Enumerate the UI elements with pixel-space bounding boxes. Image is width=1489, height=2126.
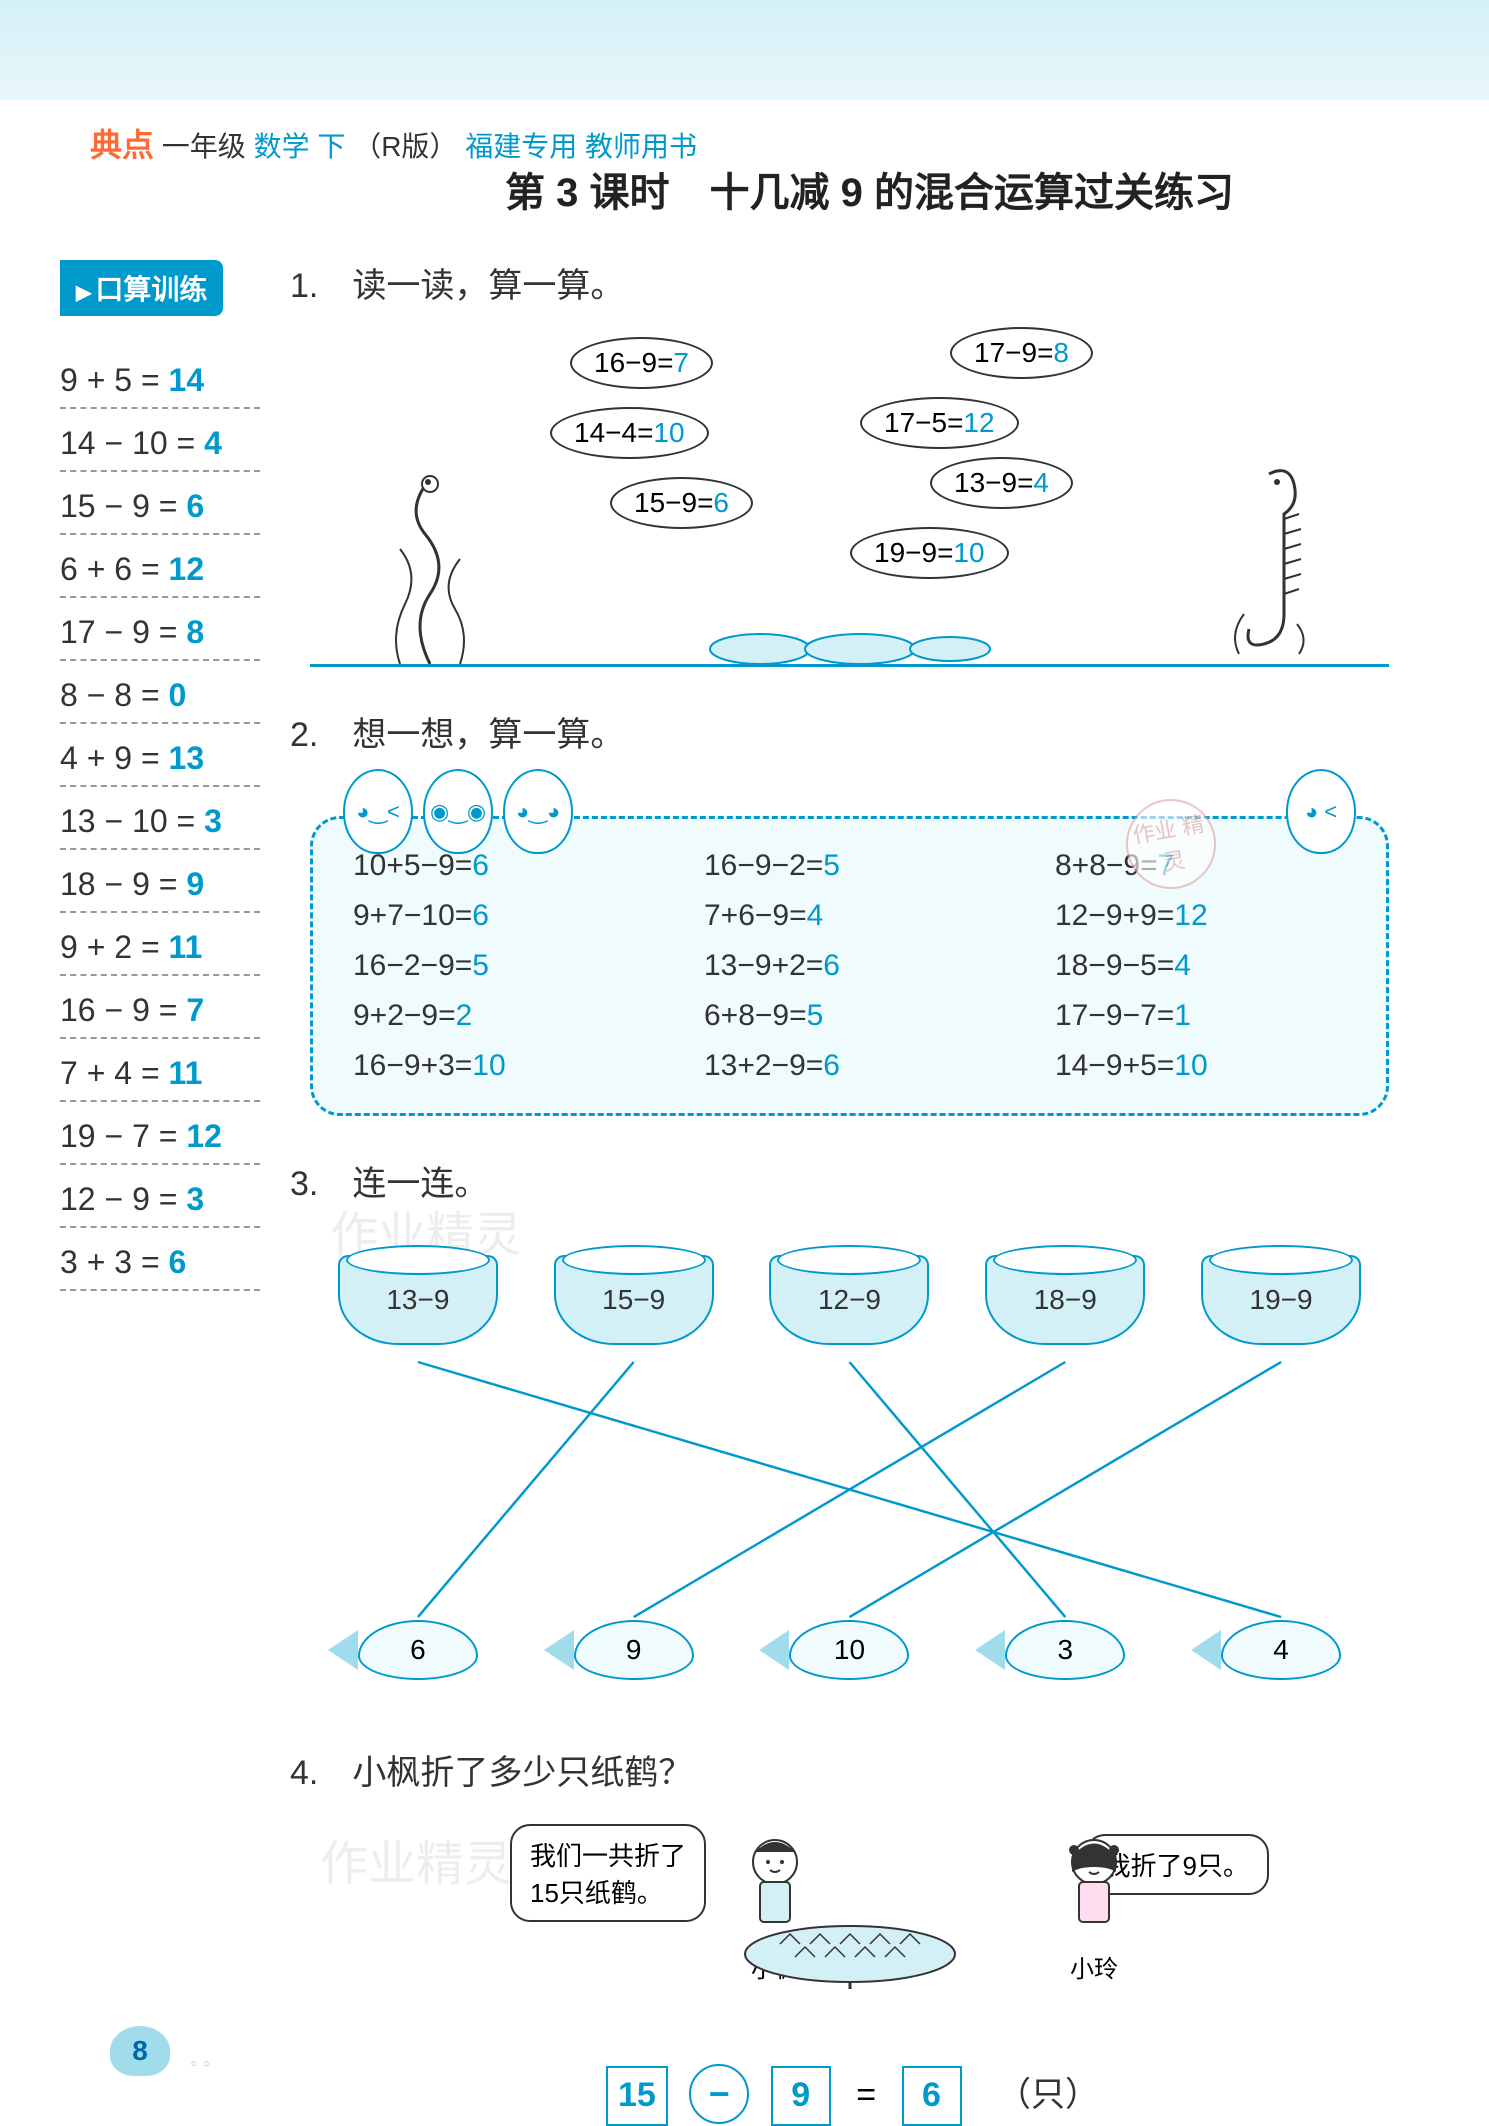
fish: 6: [348, 1615, 488, 1685]
seaweed-icon: [350, 464, 510, 664]
q2-equation-grid: 10+5−9=616−9−2=58+8−9=79+7−10=67+6−9=412…: [353, 849, 1346, 1083]
q1-title: 1. 读一读，算一算。: [290, 258, 1409, 307]
fishbowl: 13−9: [338, 1255, 498, 1355]
breadcrumb: 典点 一年级 数学 下 （R版） 福建专用 教师用书: [90, 120, 697, 166]
logo: 典点: [90, 127, 154, 163]
bowl-row: 13−9 15−9 12−9 18−9 19−9: [310, 1255, 1389, 1355]
equation-cell: 14−9+5=10: [1055, 1049, 1346, 1083]
equation-bubble: 17−5=12: [860, 397, 1019, 449]
mental-math-item: 13 − 10 = 3: [60, 787, 260, 850]
equation-cell: 13+2−9=6: [704, 1049, 995, 1083]
mental-math-item: 17 − 9 = 8: [60, 598, 260, 661]
mental-math-item: 6 + 6 = 12: [60, 535, 260, 598]
answer-box-a: 15: [606, 2066, 668, 2126]
fish-row: 6 9 10 3 4: [310, 1615, 1389, 1685]
emoji-group-left: ◕‿< ◉‿◉ ◕‿◕: [343, 769, 573, 854]
emoji-egg-icon: ◉‿◉: [423, 769, 493, 854]
q3-matching-area: 作业精灵 13−915−912−918−919−9 691034: [310, 1225, 1389, 1705]
answer-box-c: 6: [902, 2066, 962, 2126]
watermark-text: 作业精灵: [320, 1824, 512, 1894]
edition-label: （R版）: [353, 131, 457, 162]
q3-title: 3. 连一连。: [290, 1156, 1409, 1205]
answer-eq: =: [856, 2076, 876, 2114]
fish: 9: [564, 1615, 704, 1685]
mental-math-list: 9 + 5 = 1414 − 10 = 415 − 9 = 66 + 6 = 1…: [60, 346, 260, 1291]
crane-table-icon: [740, 1899, 960, 1989]
answer-box-b: 9: [771, 2066, 831, 2126]
answer-op: −: [689, 2064, 749, 2124]
page-number: 8: [110, 2026, 170, 2076]
equation-cell: 6+8−9=5: [704, 999, 995, 1033]
emoji-egg-icon: ◕ <: [1286, 769, 1356, 854]
equation-bubble: 16−9=7: [570, 337, 713, 389]
mental-math-item: 12 − 9 = 3: [60, 1165, 260, 1228]
mental-math-item: 4 + 9 = 13: [60, 724, 260, 787]
fishbowl: 12−9: [769, 1255, 929, 1355]
fishbowl: 19−9: [1201, 1255, 1361, 1355]
equation-cell: 16−9+3=10: [353, 1049, 644, 1083]
region-label: 福建专用: [465, 131, 577, 162]
equation-bubble: 15−9=6: [610, 477, 753, 529]
mental-math-item: 14 − 10 = 4: [60, 409, 260, 472]
equation-cell: 7+6−9=4: [704, 899, 995, 933]
q4-title: 4. 小枫折了多少只纸鹤？: [290, 1745, 1409, 1794]
equation-cell: 16−2−9=5: [353, 949, 644, 983]
fishbowl: 15−9: [554, 1255, 714, 1355]
answer-unit: （只）: [997, 2076, 1099, 2114]
rocks-icon: [700, 604, 1000, 664]
mental-math-item: 7 + 4 = 11: [60, 1039, 260, 1102]
sidebar-header: 口算训练: [60, 260, 223, 316]
equation-cell: 17−9−7=1: [1055, 999, 1346, 1033]
kid-right-label: 小玲: [1049, 1949, 1139, 1984]
emoji-right: ◕ <: [1286, 769, 1356, 854]
mental-math-item: 15 − 9 = 6: [60, 472, 260, 535]
grade-label: 一年级: [162, 131, 246, 162]
emoji-egg-icon: ◕‿<: [343, 769, 413, 854]
q4-scene: 作业精灵 我们一共折了 15只纸鹤。 我折了9只。 小枫: [310, 1814, 1389, 2014]
equation-cell: 13−9+2=6: [704, 949, 995, 983]
page-title: 第 3 课时 十几减 9 的混合运算过关练习: [250, 160, 1489, 218]
crane-table: [740, 1899, 960, 1994]
q4-answer-row: 15 − 9 = 6 （只）: [290, 2064, 1409, 2126]
mental-math-item: 8 − 8 = 0: [60, 661, 260, 724]
girl-icon: [1049, 1832, 1139, 1942]
mental-math-item: 16 − 9 = 7: [60, 976, 260, 1039]
volume-label: 下: [317, 131, 345, 162]
book-type-label: 教师用书: [585, 131, 697, 162]
mental-math-item: 18 − 9 = 9: [60, 850, 260, 913]
fish: 4: [1211, 1615, 1351, 1685]
mental-math-item: 9 + 5 = 14: [60, 346, 260, 409]
equation-cell: 16−9−2=5: [704, 849, 995, 883]
mental-math-item: 9 + 2 = 11: [60, 913, 260, 976]
kid-right: 小玲: [1049, 1832, 1139, 1984]
mental-math-sidebar: 口算训练 9 + 5 = 1414 − 10 = 415 − 9 = 66 + …: [60, 260, 260, 1291]
equation-bubble: 17−9=8: [950, 327, 1093, 379]
equation-cell: 9+2−9=2: [353, 999, 644, 1033]
seahorse-icon: [1209, 444, 1329, 664]
q2-frame: 作业 精灵 ◕‿< ◉‿◉ ◕‿◕ ◕ < 10+5−9=616−9−2=58+…: [310, 816, 1389, 1116]
equation-cell: 18−9−5=4: [1055, 949, 1346, 983]
fish: 3: [995, 1615, 1135, 1685]
equation-bubble: 14−4=10: [550, 407, 709, 459]
equation-bubble: 13−9=4: [930, 457, 1073, 509]
mental-math-item: 3 + 3 = 6: [60, 1228, 260, 1291]
mental-math-item: 19 − 7 = 12: [60, 1102, 260, 1165]
q2-title: 2. 想一想，算一算。: [290, 707, 1409, 756]
equation-cell: 9+7−10=6: [353, 899, 644, 933]
speech-left: 我们一共折了 15只纸鹤。: [510, 1824, 706, 1922]
fishbowl: 18−9: [985, 1255, 1145, 1355]
emoji-egg-icon: ◕‿◕: [503, 769, 573, 854]
equation-cell: 10+5−9=6: [353, 849, 644, 883]
equation-cell: 12−9+9=12: [1055, 899, 1346, 933]
q1-scene: 16−9=7 14−4=10 15−9=6 17−9=8 17−5=12 13−9=4 19…: [310, 327, 1389, 667]
fish: 10: [779, 1615, 919, 1685]
decorative-header-band: [0, 0, 1489, 100]
equation-bubble: 19−9=10: [850, 527, 1009, 579]
subject-label: 数学: [254, 131, 310, 162]
